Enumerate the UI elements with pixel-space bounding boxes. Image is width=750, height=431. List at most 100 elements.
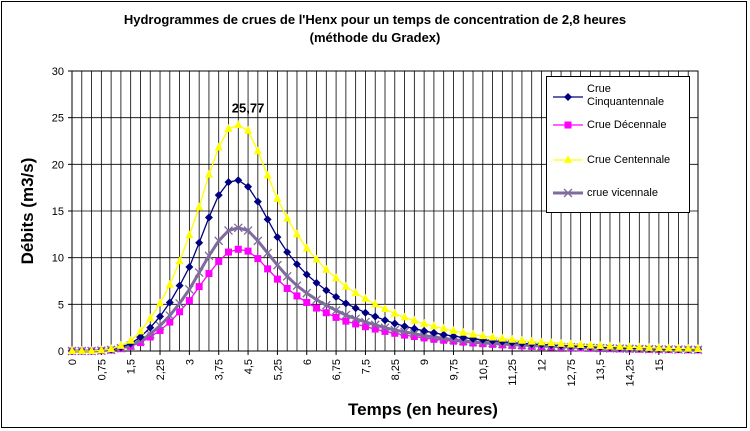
y-tick-label: 15 bbox=[52, 206, 64, 218]
data-point bbox=[77, 346, 86, 354]
data-point bbox=[400, 322, 409, 331]
legend-item-cinquantennale: Crue Cinquantennale bbox=[547, 81, 691, 109]
x-tick-label: 0 bbox=[67, 359, 79, 365]
data-point bbox=[136, 333, 145, 341]
data-point bbox=[146, 323, 155, 332]
data-point bbox=[322, 309, 330, 317]
data-point bbox=[233, 223, 243, 233]
data-point bbox=[224, 226, 233, 236]
data-point bbox=[302, 288, 312, 298]
data-point bbox=[303, 298, 311, 306]
data-point bbox=[283, 248, 292, 257]
data-point bbox=[322, 286, 331, 295]
data-point bbox=[400, 312, 409, 321]
x-tick-label: 5,25 bbox=[272, 359, 284, 380]
legend-label: crue vicennale bbox=[587, 187, 658, 199]
x-tick-label: 8,25 bbox=[390, 359, 402, 380]
data-point bbox=[390, 319, 399, 328]
data-point bbox=[204, 213, 213, 222]
x-tick-label: 6,75 bbox=[331, 359, 343, 380]
x-tick-label: 15 bbox=[654, 359, 666, 371]
data-point bbox=[234, 245, 242, 253]
data-point bbox=[68, 346, 76, 354]
chart-title: Hydrogrammes de crues de l'Henx pour un … bbox=[124, 12, 626, 27]
data-point bbox=[508, 334, 517, 343]
data-point bbox=[352, 320, 360, 328]
series-crue-centennale bbox=[68, 120, 702, 354]
data-point bbox=[371, 325, 379, 333]
data-point bbox=[283, 213, 292, 222]
data-point bbox=[146, 313, 155, 322]
data-point bbox=[332, 292, 341, 301]
data-point bbox=[420, 318, 429, 327]
x-tick-label: 13,5 bbox=[595, 359, 607, 380]
data-point bbox=[361, 308, 370, 317]
data-point bbox=[410, 324, 419, 333]
data-point bbox=[185, 297, 193, 305]
data-point bbox=[293, 292, 301, 300]
data-point bbox=[224, 123, 233, 132]
data-point bbox=[204, 169, 213, 178]
x-tick-label: 9,75 bbox=[448, 359, 460, 380]
data-point bbox=[313, 304, 321, 312]
data-point bbox=[204, 251, 214, 261]
chart-subtitle: (méthode du Gradex) bbox=[310, 30, 441, 45]
data-point bbox=[175, 298, 185, 308]
legend-symbol-decennale bbox=[553, 121, 583, 129]
data-point bbox=[253, 197, 262, 206]
data-point bbox=[381, 304, 389, 312]
data-point bbox=[625, 342, 634, 351]
data-point bbox=[205, 270, 213, 278]
data-point bbox=[664, 343, 673, 352]
data-point bbox=[165, 279, 174, 288]
data-point bbox=[136, 326, 145, 335]
x-tick-label: 3 bbox=[184, 359, 196, 365]
data-point bbox=[195, 202, 204, 211]
data-point bbox=[371, 299, 380, 308]
data-point bbox=[176, 308, 184, 316]
x-tick-label: 7,5 bbox=[360, 359, 372, 374]
legend-label: Crue Centennale bbox=[587, 154, 671, 166]
data-point bbox=[410, 333, 418, 341]
data-point bbox=[273, 275, 281, 283]
data-point bbox=[605, 341, 614, 350]
data-point bbox=[302, 243, 311, 252]
data-point bbox=[321, 300, 331, 310]
legend-item-centennale: Crue Centennale bbox=[547, 150, 691, 178]
data-point bbox=[449, 332, 458, 341]
data-point bbox=[312, 254, 321, 263]
data-point bbox=[371, 312, 380, 321]
data-point bbox=[224, 178, 233, 187]
data-point bbox=[342, 317, 350, 325]
y-tick-label: 10 bbox=[52, 253, 64, 265]
x-axis-label: Temps (en heures) bbox=[348, 400, 498, 419]
data-point bbox=[459, 327, 468, 336]
data-point bbox=[391, 329, 399, 337]
data-point bbox=[429, 321, 438, 330]
data-point bbox=[370, 320, 380, 330]
y-axis-label: Débits (m3/s) bbox=[18, 158, 37, 265]
data-point bbox=[517, 335, 526, 344]
data-point bbox=[564, 155, 572, 163]
data-point bbox=[332, 313, 340, 321]
data-point bbox=[156, 326, 164, 334]
x-tick-label: 9 bbox=[419, 359, 431, 365]
data-point bbox=[185, 263, 194, 271]
data-point bbox=[547, 338, 556, 347]
data-point bbox=[234, 120, 243, 129]
data-point bbox=[341, 299, 350, 308]
data-point bbox=[420, 334, 428, 342]
data-point bbox=[322, 264, 331, 273]
x-tick-label: 1,5 bbox=[126, 359, 138, 374]
x-tick-label: 2,25 bbox=[155, 359, 167, 380]
data-point bbox=[302, 270, 311, 279]
x-tick-label: 11,25 bbox=[507, 359, 519, 386]
x-tick-label: 12,75 bbox=[566, 359, 578, 387]
y-tick-label: 20 bbox=[52, 159, 64, 171]
data-point bbox=[341, 310, 351, 320]
data-point bbox=[537, 337, 546, 346]
data-point bbox=[243, 226, 253, 236]
peak-annotation: 25,77 bbox=[232, 100, 265, 115]
data-point bbox=[253, 236, 263, 246]
